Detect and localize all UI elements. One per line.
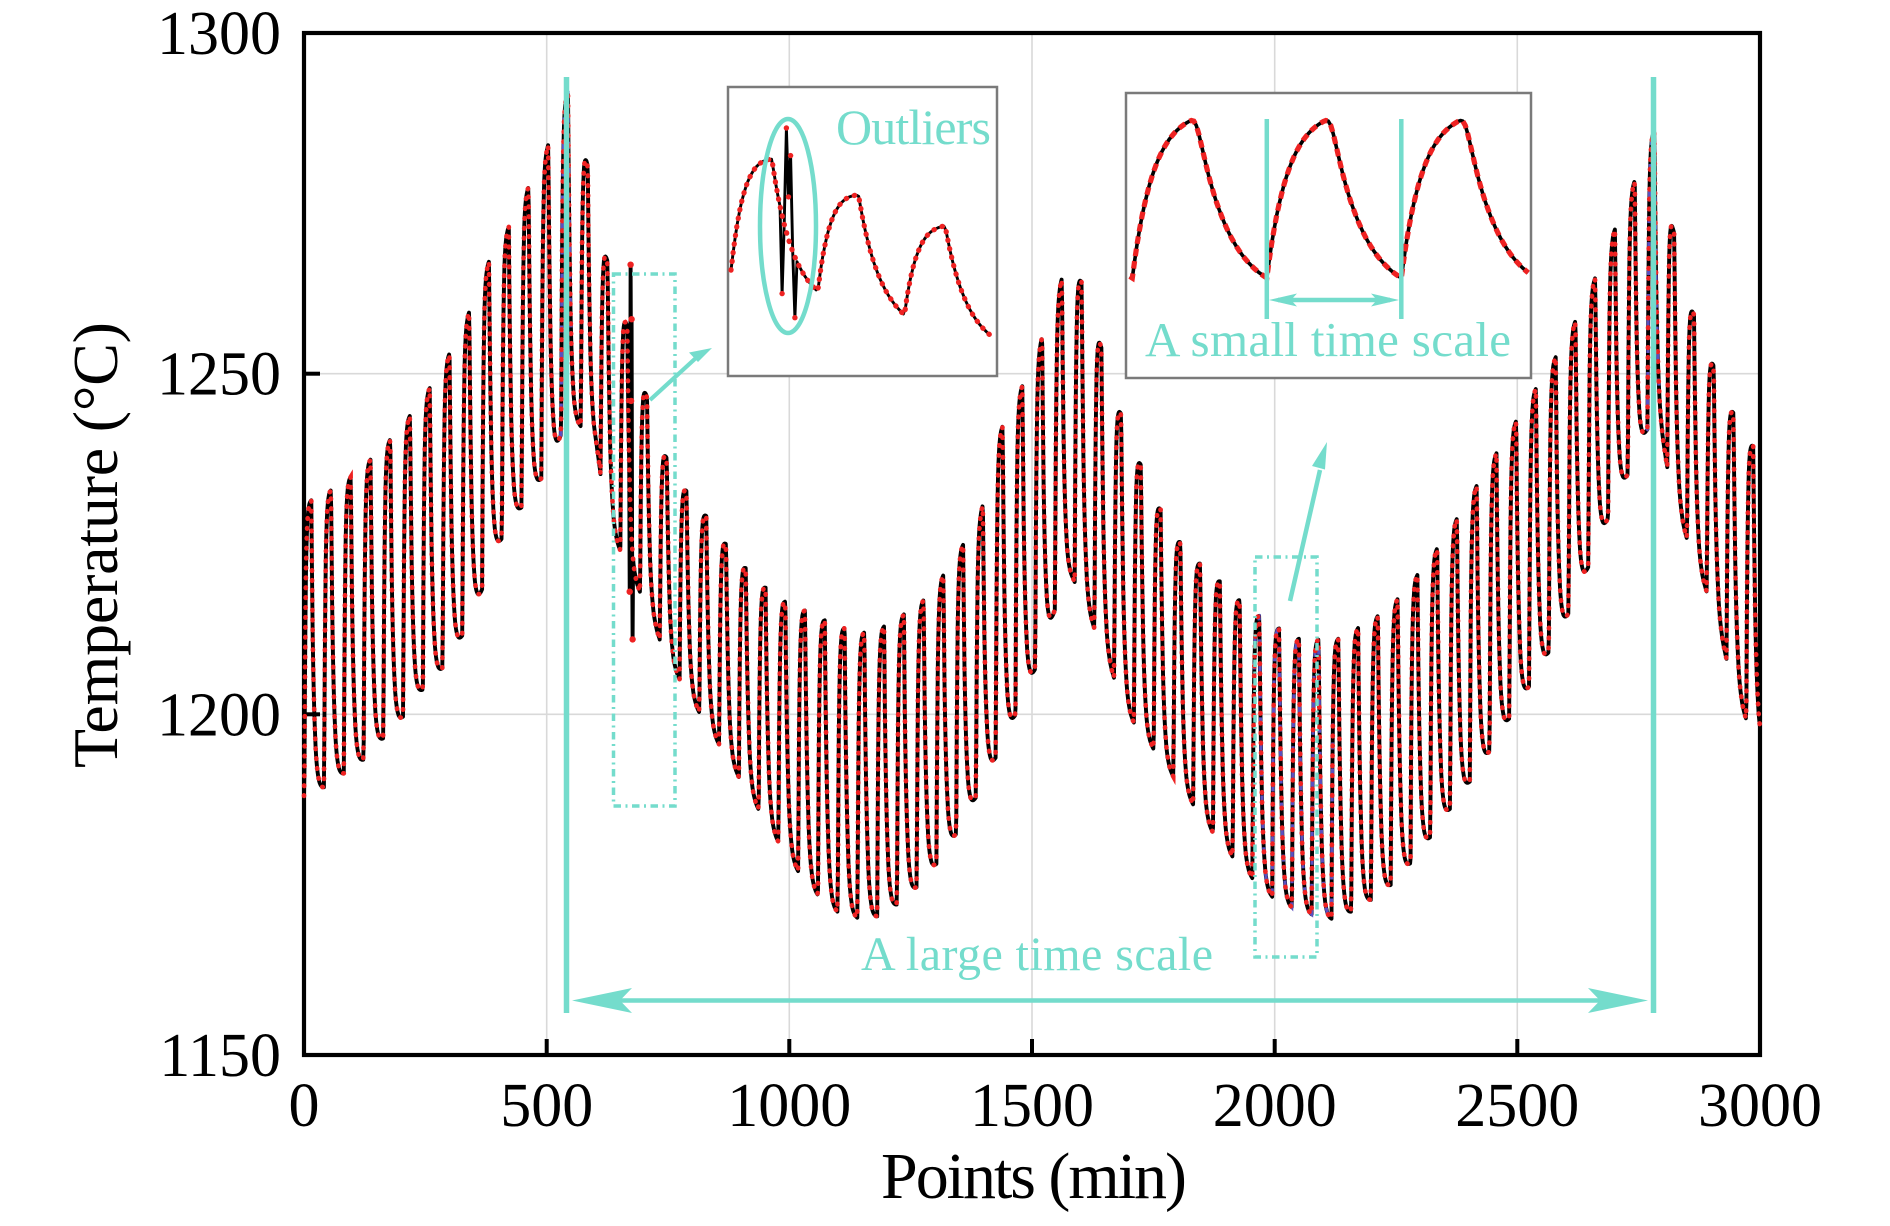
svg-text:A large time scale: A large time scale — [861, 928, 1213, 981]
svg-text:1000: 1000 — [727, 1072, 851, 1140]
svg-text:A small time scale: A small time scale — [1145, 312, 1511, 367]
svg-text:0: 0 — [289, 1072, 320, 1140]
svg-text:500: 500 — [500, 1072, 593, 1140]
svg-text:2000: 2000 — [1213, 1072, 1337, 1140]
svg-text:2500: 2500 — [1455, 1072, 1579, 1140]
svg-text:3000: 3000 — [1698, 1072, 1822, 1140]
svg-text:1150: 1150 — [159, 1022, 281, 1090]
svg-text:Temperature (°C): Temperature (°C) — [60, 322, 131, 768]
svg-text:1250: 1250 — [157, 341, 281, 409]
svg-text:Points (min): Points (min) — [881, 1140, 1187, 1213]
svg-text:Outliers: Outliers — [836, 99, 991, 155]
svg-text:1200: 1200 — [157, 681, 281, 749]
svg-text:1500: 1500 — [970, 1072, 1094, 1140]
svg-text:1300: 1300 — [157, 0, 281, 68]
